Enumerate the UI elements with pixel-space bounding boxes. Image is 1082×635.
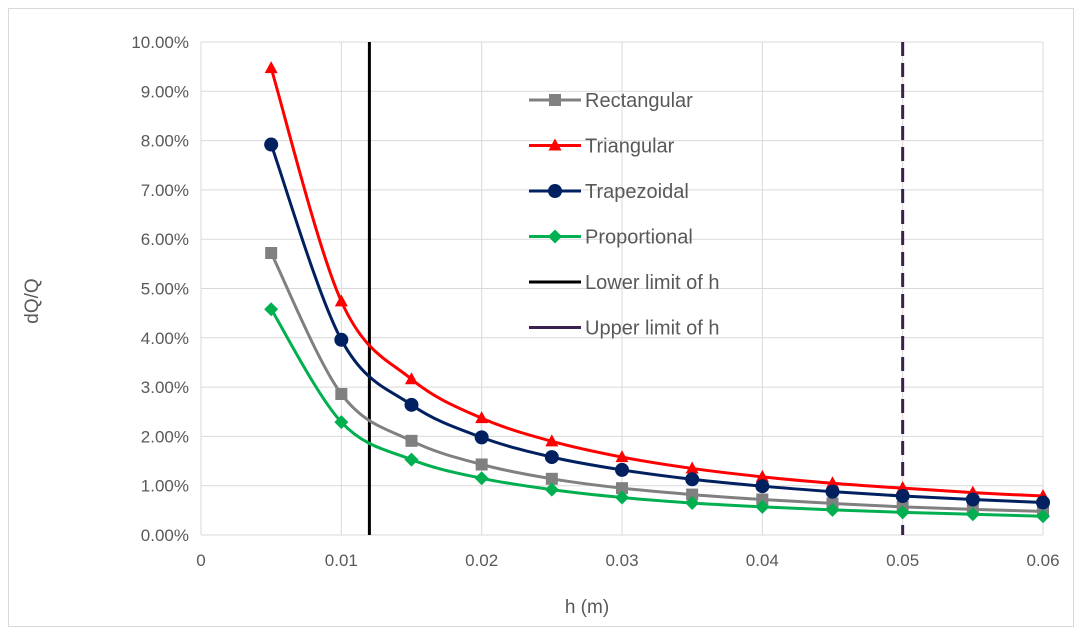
data-point	[549, 94, 561, 106]
x-tick-label: 0.04	[746, 551, 779, 570]
data-point	[545, 472, 558, 485]
legend-item: Trapezoidal	[529, 181, 689, 203]
gridlines	[200, 41, 1044, 536]
data-point	[756, 493, 769, 506]
y-tick-label: 2.00%	[141, 427, 189, 446]
data-point	[755, 469, 769, 482]
legend: Rectangular Triangular Trapezoidal Proporti…	[529, 90, 720, 340]
data-point	[544, 482, 559, 497]
data-point	[895, 489, 910, 504]
legend-item: Triangular	[529, 136, 675, 158]
x-tick-label: 0.03	[605, 551, 638, 570]
chart-frame: 0.00% 1.00% 2.00% 3.00% 4.00% 5.00% 6.00% 7.00%…	[8, 8, 1074, 627]
data-point	[965, 492, 980, 507]
data-point	[264, 61, 278, 74]
data-point	[1036, 509, 1050, 524]
data-point	[474, 471, 489, 486]
x-tick-label: 0.02	[465, 551, 498, 570]
data-point	[334, 415, 349, 430]
x-tick-label: 0	[196, 551, 205, 570]
y-tick-label: 4.00%	[141, 329, 189, 348]
legend-item: Rectangular	[529, 90, 693, 112]
x-axis-label: h (m)	[565, 597, 609, 618]
data-point	[265, 247, 278, 260]
legend-label: Proportional	[585, 227, 693, 249]
data-point	[335, 388, 348, 401]
legend-item: Lower limit of h	[529, 272, 720, 294]
data-point	[548, 184, 562, 198]
data-point	[686, 488, 699, 501]
data-point	[826, 476, 839, 489]
data-point	[615, 450, 629, 463]
legend-label: Trapezoidal	[585, 181, 689, 203]
data-point	[475, 411, 489, 424]
y-tick-label: 6.00%	[141, 230, 189, 249]
data-point	[264, 302, 279, 317]
data-point	[474, 430, 489, 445]
y-tick-label: 9.00%	[141, 82, 189, 101]
data-point	[685, 472, 700, 487]
series-trapezoidal	[264, 137, 1050, 510]
y-tick-label: 0.00%	[141, 526, 189, 545]
data-point	[755, 499, 770, 514]
x-tick-label: 0.05	[886, 551, 919, 570]
data-point	[895, 505, 910, 520]
y-tick-label: 10.00%	[131, 33, 189, 52]
legend-item: Proportional	[529, 227, 693, 249]
y-tick-label: 7.00%	[141, 181, 189, 200]
y-axis-label: dQ/Q	[22, 278, 43, 323]
data-point	[545, 434, 559, 447]
data-point	[755, 479, 770, 494]
y-tick-label: 8.00%	[141, 132, 189, 151]
data-point	[264, 137, 279, 152]
data-point	[1036, 495, 1050, 510]
line-chart: 0.00% 1.00% 2.00% 3.00% 4.00% 5.00% 6.00% 7.00%…	[22, 33, 1060, 618]
data-point	[615, 462, 629, 477]
data-point	[544, 450, 559, 465]
x-tick-label: 0.01	[325, 551, 358, 570]
data-point	[548, 229, 562, 244]
series-proportional	[264, 302, 1050, 524]
legend-label: Rectangular	[585, 90, 693, 112]
y-tick-label: 5.00%	[141, 280, 189, 299]
data-point	[334, 294, 348, 307]
data-point	[548, 138, 562, 151]
data-point	[405, 372, 418, 385]
y-tick-label: 1.00%	[141, 477, 189, 496]
legend-label: Triangular	[585, 136, 675, 158]
data-point	[334, 332, 349, 347]
data-point	[404, 452, 419, 467]
data-point	[615, 490, 629, 505]
y-tick-label: 3.00%	[141, 378, 189, 397]
x-tick-labels: 0 0.01 0.02 0.03 0.04 0.05 0.06	[196, 551, 1059, 570]
legend-label: Upper limit of h	[585, 318, 720, 340]
series-triangular	[264, 61, 1050, 502]
data-point	[685, 495, 700, 510]
data-point	[475, 458, 488, 471]
data-point	[404, 397, 419, 412]
data-point	[405, 434, 418, 447]
data-point	[965, 507, 980, 522]
series-lines	[264, 61, 1050, 524]
y-tick-labels: 0.00% 1.00% 2.00% 3.00% 4.00% 5.00% 6.00% 7.00%…	[131, 33, 189, 545]
data-point	[616, 482, 628, 495]
data-point	[825, 484, 840, 499]
legend-item: Upper limit of h	[529, 318, 720, 340]
x-tick-label: 0.06	[1026, 551, 1059, 570]
legend-label: Lower limit of h	[585, 272, 720, 294]
data-point	[825, 502, 840, 517]
data-point	[685, 461, 699, 474]
reference-lines	[367, 42, 905, 535]
